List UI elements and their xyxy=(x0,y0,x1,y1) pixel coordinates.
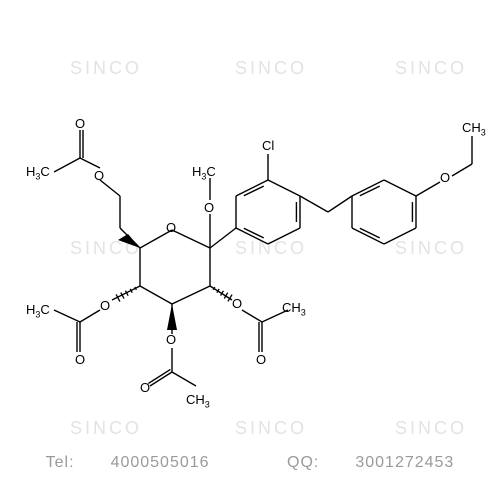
chemical-structure-diagram xyxy=(0,0,500,500)
label-o-acetyl-bottom-carbonyl: O xyxy=(140,380,150,395)
label-ch3-acetyl-right: CH3 xyxy=(282,300,306,318)
label-h3c-methoxy: H3C xyxy=(192,164,216,182)
label-o-acetyl-left-ester: O xyxy=(100,298,110,313)
label-ch3-ethoxy: CH3 xyxy=(462,120,486,138)
label-o-methoxy: O xyxy=(204,200,214,215)
label-o-ethoxy: O xyxy=(440,170,450,185)
contact-tel: Tel:4000505016 xyxy=(28,454,228,471)
stage: SINCO SINCO SINCO SINCO SINCO SINCO SINC… xyxy=(0,0,500,500)
label-ch3-acetyl-bottom: CH3 xyxy=(186,392,210,410)
label-o-acetyl-bottom-ester: O xyxy=(166,332,176,347)
label-o-acetyl-right-ester: O xyxy=(232,296,242,311)
label-o-ring: O xyxy=(166,220,176,235)
label-o-acetyl-top-carbonyl: O xyxy=(75,116,85,131)
contact-bar: Tel:4000505016 QQ:3001272453 xyxy=(0,454,500,472)
label-h3c-acetyl-left: H3C xyxy=(26,302,50,320)
contact-qq: QQ:3001272453 xyxy=(269,454,472,471)
label-h3c-acetyl-top: H3C xyxy=(26,164,50,182)
label-o-acetyl-top-ester: O xyxy=(94,168,104,183)
label-cl: Cl xyxy=(262,138,274,153)
label-o-acetyl-right-carbonyl: O xyxy=(256,352,266,367)
label-o-acetyl-left-carbonyl: O xyxy=(75,352,85,367)
